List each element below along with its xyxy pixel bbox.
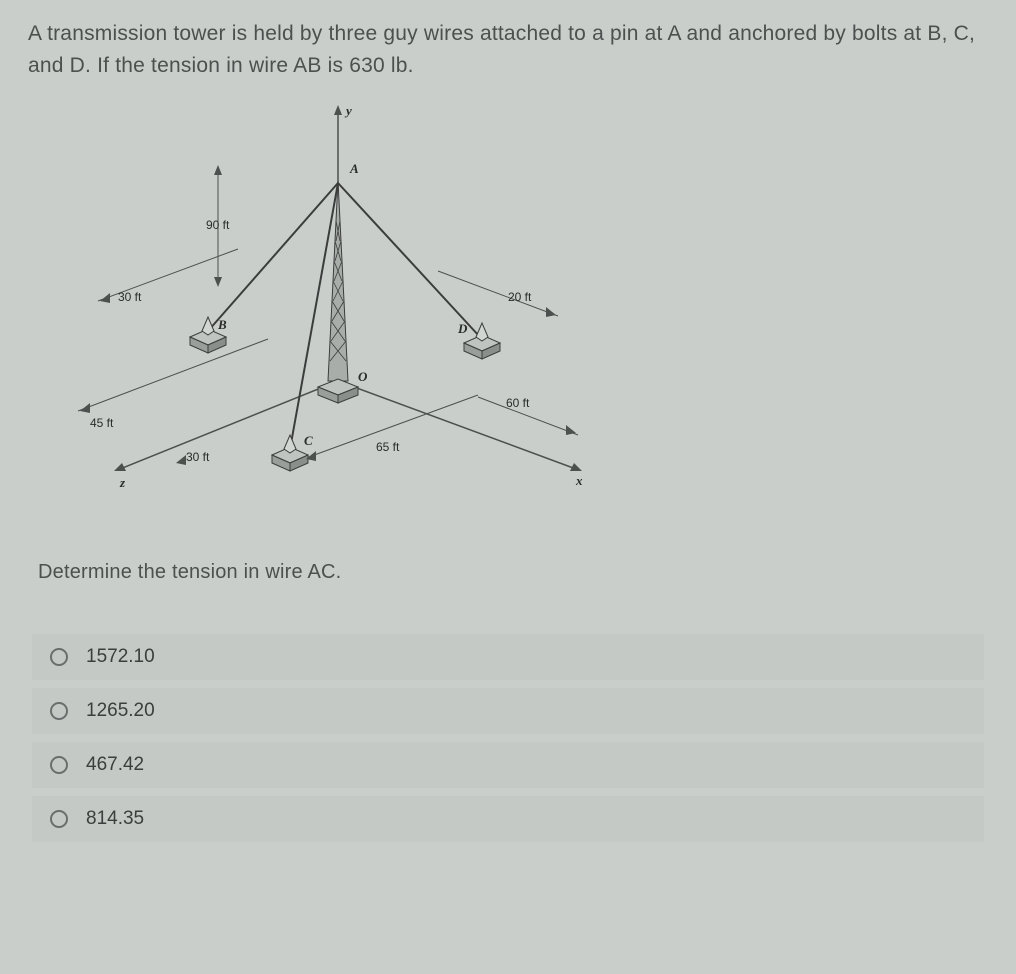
option-label: 814.35 [86, 808, 144, 830]
dim-30ft-2: 30 ft [186, 450, 210, 464]
option-row[interactable]: 814.35 [32, 796, 984, 842]
diagram: y x z [58, 101, 598, 521]
dim-20ft: 20 ft [508, 290, 532, 304]
axis-z-label: z [119, 475, 126, 490]
option-row[interactable]: 467.42 [32, 742, 984, 788]
anchor-base-D [464, 323, 500, 359]
option-row[interactable]: 1572.10 [32, 634, 984, 680]
option-label: 1572.10 [86, 646, 155, 668]
radio-icon[interactable] [50, 648, 68, 666]
sub-question: Determine the tension in wire AC. [38, 561, 988, 584]
anchor-base-O [318, 379, 358, 403]
label-A: A [349, 161, 359, 176]
option-label: 467.42 [86, 754, 144, 776]
dim-60ft: 60 ft [506, 396, 530, 410]
radio-icon[interactable] [50, 810, 68, 828]
dim-45ft: 45 ft [90, 416, 114, 430]
label-O: O [358, 369, 368, 384]
option-row[interactable]: 1265.20 [32, 688, 984, 734]
option-label: 1265.20 [86, 700, 155, 722]
dim-90ft: 90 ft [206, 218, 230, 232]
label-B: B [217, 317, 227, 332]
axis-y-label: y [344, 103, 352, 118]
anchor-base-C [272, 435, 308, 471]
problem-statement: A transmission tower is held by three gu… [28, 18, 988, 81]
answer-options: 1572.10 1265.20 467.42 814.35 [32, 634, 984, 842]
label-D: D [457, 321, 468, 336]
dim-65ft: 65 ft [376, 440, 400, 454]
axis-x-label: x [575, 473, 583, 488]
radio-icon[interactable] [50, 756, 68, 774]
dim-30ft-1: 30 ft [118, 290, 142, 304]
radio-icon[interactable] [50, 702, 68, 720]
label-C: C [304, 433, 313, 448]
